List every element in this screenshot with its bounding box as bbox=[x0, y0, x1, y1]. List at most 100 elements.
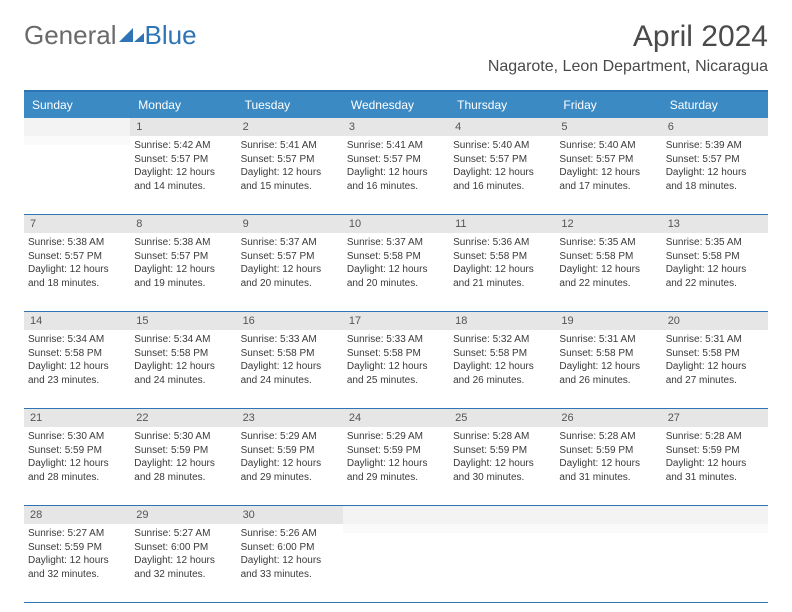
day-number bbox=[24, 118, 130, 136]
daylight-line: Daylight: 12 hours and 20 minutes. bbox=[241, 263, 339, 290]
day-number: 22 bbox=[130, 409, 236, 427]
sunrise-line: Sunrise: 5:37 AM bbox=[347, 236, 445, 250]
day-number: 18 bbox=[449, 312, 555, 330]
daylight-line: Daylight: 12 hours and 30 minutes. bbox=[453, 457, 551, 484]
sunrise-line: Sunrise: 5:34 AM bbox=[28, 333, 126, 347]
sunset-line: Sunset: 5:59 PM bbox=[241, 444, 339, 458]
daylight-line: Daylight: 12 hours and 28 minutes. bbox=[134, 457, 232, 484]
day-body: Sunrise: 5:26 AMSunset: 6:00 PMDaylight:… bbox=[237, 524, 343, 587]
sunset-line: Sunset: 5:58 PM bbox=[453, 347, 551, 361]
day-body: Sunrise: 5:40 AMSunset: 5:57 PMDaylight:… bbox=[555, 136, 661, 199]
sunrise-line: Sunrise: 5:34 AM bbox=[134, 333, 232, 347]
day-body: Sunrise: 5:30 AMSunset: 5:59 PMDaylight:… bbox=[130, 427, 236, 490]
dow-header: Saturday bbox=[662, 92, 768, 118]
sunrise-line: Sunrise: 5:37 AM bbox=[241, 236, 339, 250]
dow-header: Thursday bbox=[449, 92, 555, 118]
daynum-row: 21222324252627 bbox=[24, 409, 768, 427]
day-cell: Sunrise: 5:40 AMSunset: 5:57 PMDaylight:… bbox=[555, 136, 661, 214]
sunset-line: Sunset: 5:57 PM bbox=[453, 153, 551, 167]
sunset-line: Sunset: 5:59 PM bbox=[28, 444, 126, 458]
day-number: 13 bbox=[662, 215, 768, 233]
day-cell: Sunrise: 5:27 AMSunset: 5:59 PMDaylight:… bbox=[24, 524, 130, 602]
day-cell: Sunrise: 5:28 AMSunset: 5:59 PMDaylight:… bbox=[449, 427, 555, 505]
daylight-line: Daylight: 12 hours and 32 minutes. bbox=[28, 554, 126, 581]
day-body: Sunrise: 5:39 AMSunset: 5:57 PMDaylight:… bbox=[662, 136, 768, 199]
day-cell: Sunrise: 5:35 AMSunset: 5:58 PMDaylight:… bbox=[662, 233, 768, 311]
day-body: Sunrise: 5:27 AMSunset: 6:00 PMDaylight:… bbox=[130, 524, 236, 587]
week-row: Sunrise: 5:34 AM Sunset: 5:58 PM Daylight:… bbox=[24, 330, 768, 409]
day-cell: Sunrise: 5:34 AMSunset: 5:58 PMDaylight:… bbox=[130, 330, 236, 408]
day-cell: Sunrise: 5:34 AMSunset: 5:58 PMDaylight:… bbox=[24, 330, 130, 408]
sunrise-line: Sunrise: 5:28 AM bbox=[453, 430, 551, 444]
daynum-row: 123456 bbox=[24, 118, 768, 136]
sunrise-line: Sunrise: 5:42 AM bbox=[134, 139, 232, 153]
sunset-line: Sunset: 5:59 PM bbox=[559, 444, 657, 458]
day-body: Sunrise: 5:34 AMSunset: 5:58 PMDaylight:… bbox=[24, 330, 130, 393]
daylight-line: Daylight: 12 hours and 20 minutes. bbox=[347, 263, 445, 290]
day-number: 24 bbox=[343, 409, 449, 427]
logo: General Blue bbox=[24, 20, 197, 51]
day-body: Sunrise: 5:33 AMSunset: 5:58 PMDaylight:… bbox=[343, 330, 449, 393]
day-body bbox=[449, 524, 555, 533]
day-number bbox=[343, 506, 449, 524]
day-number: 23 bbox=[237, 409, 343, 427]
sunrise-line: Sunrise: 5:35 AM bbox=[559, 236, 657, 250]
day-cell: Sunrise: 5:41 AMSunset: 5:57 PMDaylight:… bbox=[237, 136, 343, 214]
day-number: 27 bbox=[662, 409, 768, 427]
day-number bbox=[555, 506, 661, 524]
day-cell: Sunrise: 5:36 AMSunset: 5:58 PMDaylight:… bbox=[449, 233, 555, 311]
daylight-line: Daylight: 12 hours and 31 minutes. bbox=[559, 457, 657, 484]
sunrise-line: Sunrise: 5:31 AM bbox=[559, 333, 657, 347]
sunset-line: Sunset: 5:57 PM bbox=[241, 250, 339, 264]
daylight-line: Daylight: 12 hours and 24 minutes. bbox=[134, 360, 232, 387]
day-cell: Sunrise: 5:41 AMSunset: 5:57 PMDaylight:… bbox=[343, 136, 449, 214]
calendar: SundayMondayTuesdayWednesdayThursdayFrid… bbox=[24, 90, 768, 603]
day-cell bbox=[449, 524, 555, 602]
sunrise-line: Sunrise: 5:41 AM bbox=[347, 139, 445, 153]
day-number bbox=[662, 506, 768, 524]
day-body: Sunrise: 5:31 AMSunset: 5:58 PMDaylight:… bbox=[662, 330, 768, 393]
day-cell: Sunrise: 5:31 AMSunset: 5:58 PMDaylight:… bbox=[555, 330, 661, 408]
day-number: 5 bbox=[555, 118, 661, 136]
sunrise-line: Sunrise: 5:40 AM bbox=[453, 139, 551, 153]
logo-icon bbox=[119, 20, 145, 51]
day-cell: Sunrise: 5:28 AMSunset: 5:59 PMDaylight:… bbox=[662, 427, 768, 505]
sunrise-line: Sunrise: 5:30 AM bbox=[28, 430, 126, 444]
day-cell: Sunrise: 5:27 AMSunset: 6:00 PMDaylight:… bbox=[130, 524, 236, 602]
daylight-line: Daylight: 12 hours and 31 minutes. bbox=[666, 457, 764, 484]
daylight-line: Daylight: 12 hours and 17 minutes. bbox=[559, 166, 657, 193]
day-number: 14 bbox=[24, 312, 130, 330]
sunset-line: Sunset: 5:58 PM bbox=[559, 347, 657, 361]
day-number: 9 bbox=[237, 215, 343, 233]
sunset-line: Sunset: 5:57 PM bbox=[241, 153, 339, 167]
week-row: Sunrise: 5:38 AMSunset: 5:57 PMDaylight:… bbox=[24, 233, 768, 312]
day-body: Sunrise: 5:35 AMSunset: 5:58 PMDaylight:… bbox=[662, 233, 768, 296]
day-body bbox=[662, 524, 768, 533]
sunrise-line: Sunrise: 5:27 AM bbox=[28, 527, 126, 541]
day-number: 4 bbox=[449, 118, 555, 136]
daylight-line: Daylight: 12 hours and 22 minutes. bbox=[559, 263, 657, 290]
header: General Blue April 2024 Nagarote, Leon D… bbox=[24, 20, 768, 76]
day-cell: Sunrise: 5:37 AMSunset: 5:58 PMDaylight:… bbox=[343, 233, 449, 311]
day-number: 1 bbox=[130, 118, 236, 136]
day-body: Sunrise: 5:33 AMSunset: 5:58 PMDaylight:… bbox=[237, 330, 343, 393]
sunset-line: Sunset: 5:59 PM bbox=[134, 444, 232, 458]
day-body: Sunrise: 5:34 AMSunset: 5:58 PMDaylight:… bbox=[130, 330, 236, 393]
daylight-line: Daylight: 12 hours and 32 minutes. bbox=[134, 554, 232, 581]
day-number: 19 bbox=[555, 312, 661, 330]
sunset-line: Sunset: 5:57 PM bbox=[347, 153, 445, 167]
day-number: 12 bbox=[555, 215, 661, 233]
day-number: 16 bbox=[237, 312, 343, 330]
day-cell bbox=[662, 524, 768, 602]
day-body: Sunrise: 5:36 AMSunset: 5:58 PMDaylight:… bbox=[449, 233, 555, 296]
week-row: Sunrise: 5:42 AM Sunset: 5:57 PM Daylight:… bbox=[24, 136, 768, 215]
day-body: Sunrise: 5:30 AMSunset: 5:59 PMDaylight:… bbox=[24, 427, 130, 490]
day-cell bbox=[343, 524, 449, 602]
daynum-row: 78910111213 bbox=[24, 215, 768, 233]
day-body: Sunrise: 5:42 AMSunset: 5:57 PMDaylight:… bbox=[130, 136, 236, 199]
sunset-line: Sunset: 6:00 PM bbox=[134, 541, 232, 555]
day-cell: Sunrise: 5:33 AMSunset: 5:58 PMDaylight:… bbox=[237, 330, 343, 408]
day-body: Sunrise: 5:29 AMSunset: 5:59 PMDaylight:… bbox=[343, 427, 449, 490]
sunset-line: Sunset: 5:58 PM bbox=[559, 250, 657, 264]
day-number: 26 bbox=[555, 409, 661, 427]
